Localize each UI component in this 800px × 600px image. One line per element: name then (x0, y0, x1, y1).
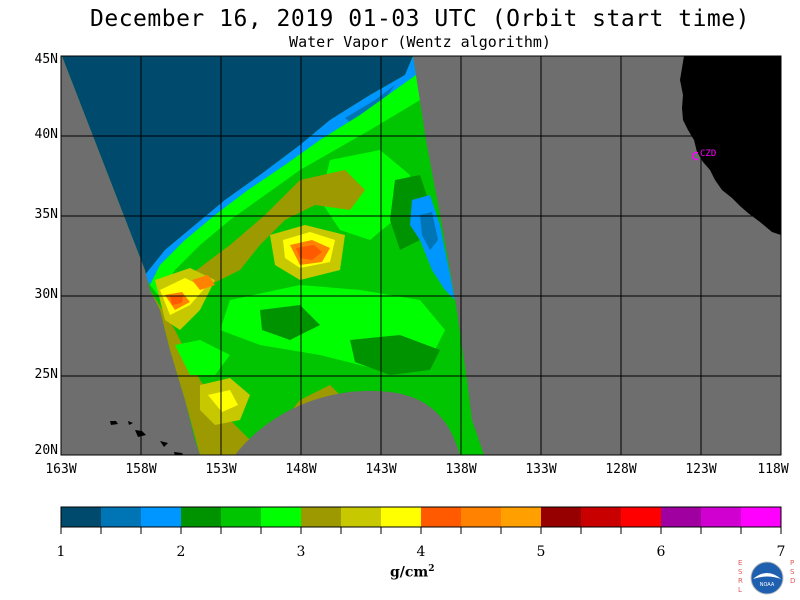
green-band (150, 75, 420, 295)
lon-label: 153W (205, 462, 237, 477)
colorbar-tick-label: 3 (296, 544, 306, 560)
colorbar-swatch (701, 507, 742, 527)
noaa-gull-icon (753, 573, 781, 579)
colorbar-swatch (261, 507, 302, 527)
land-area (680, 56, 781, 235)
colorbar (60, 507, 782, 534)
lat-label: 35N (34, 207, 58, 222)
lon-label: 123W (685, 462, 717, 477)
island (174, 452, 184, 455)
colorbar-frame (60, 506, 782, 528)
colorbar-swatch (741, 507, 782, 527)
colorbar-swatch (461, 507, 502, 527)
colorbar-swatch (581, 507, 622, 527)
noaa-text: NOAA (760, 582, 775, 588)
page-title: December 16, 2019 01-03 UTC (Orbit start… (90, 6, 750, 32)
colorbar-swatch (421, 507, 462, 527)
colorbar-swatch (501, 507, 542, 527)
blue-band-dark (345, 85, 395, 124)
no-data-curve (235, 390, 460, 455)
island (160, 441, 168, 447)
green-south (175, 340, 230, 375)
olive-band (165, 170, 365, 320)
colorbar-swatch (341, 507, 382, 527)
colorbar-tick-label: 1 (56, 544, 66, 560)
dark-green-patch (260, 305, 320, 340)
dark-green-patch (350, 335, 440, 375)
island (110, 421, 118, 425)
colorbar-swatch (541, 507, 582, 527)
colorbar-swatch (141, 507, 182, 527)
lon-label: 133W (525, 462, 557, 477)
colorbar-swatch (621, 507, 662, 527)
island (128, 421, 133, 425)
yellow-patch (208, 390, 238, 412)
lat-label: 40N (34, 127, 58, 142)
station-marker: CZD (691, 149, 716, 161)
colorbar-tick-label: 6 (656, 544, 666, 560)
colorbar-tick-label: 7 (776, 544, 786, 560)
lon-label: 158W (125, 462, 157, 477)
orange-max (170, 295, 183, 305)
unit-text: g/cm (390, 564, 429, 581)
noaa-emblem (750, 561, 784, 595)
dry-region (62, 56, 413, 275)
lon-label: 143W (365, 462, 397, 477)
colorbar-tick-label: 5 (536, 544, 546, 560)
colorbar-swatch (221, 507, 262, 527)
lat-label: 30N (34, 287, 58, 302)
colorbar-swatch (301, 507, 342, 527)
station-symbol (691, 151, 699, 161)
page-subtitle: Water Vapor (Wentz algorithm) (289, 33, 551, 51)
map-frame (60, 55, 782, 456)
lon-label: 163W (45, 462, 77, 477)
lat-label: 25N (34, 367, 58, 382)
orange-max (192, 275, 215, 290)
unit-exponent: 2 (428, 564, 435, 574)
blue-pocket-inner (420, 212, 438, 250)
colorbar-swatch (181, 507, 222, 527)
colorbar-tick-label: 4 (416, 544, 426, 560)
lon-label: 128W (605, 462, 637, 477)
colorbar-swatch (101, 507, 142, 527)
lon-label: 118W (757, 462, 789, 477)
colorbar-swatch (661, 507, 702, 527)
colorbar-swatch (381, 507, 422, 527)
colorbar-unit: g/cm2 (390, 564, 435, 581)
lon-label: 148W (285, 462, 317, 477)
lon-label: 138W (445, 462, 477, 477)
colorbar-tick-label: 2 (176, 544, 186, 560)
lat-label: 20N (34, 443, 58, 458)
station-label: CZD (700, 149, 716, 159)
lat-label: 45N (34, 52, 58, 67)
orange-max (296, 245, 322, 260)
blue-band (145, 56, 416, 285)
lat-lon-grid (61, 56, 781, 455)
colorbar-swatch (61, 507, 102, 527)
